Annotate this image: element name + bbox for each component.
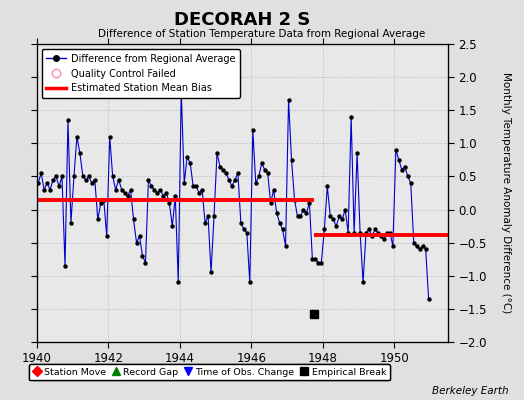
Text: Difference of Station Temperature Data from Regional Average: Difference of Station Temperature Data f…	[99, 29, 425, 39]
Legend: Station Move, Record Gap, Time of Obs. Change, Empirical Break: Station Move, Record Gap, Time of Obs. C…	[29, 364, 390, 380]
Y-axis label: Monthly Temperature Anomaly Difference (°C): Monthly Temperature Anomaly Difference (…	[501, 72, 511, 314]
Text: Berkeley Earth: Berkeley Earth	[432, 386, 508, 396]
Title: DECORAH 2 S: DECORAH 2 S	[174, 10, 311, 28]
